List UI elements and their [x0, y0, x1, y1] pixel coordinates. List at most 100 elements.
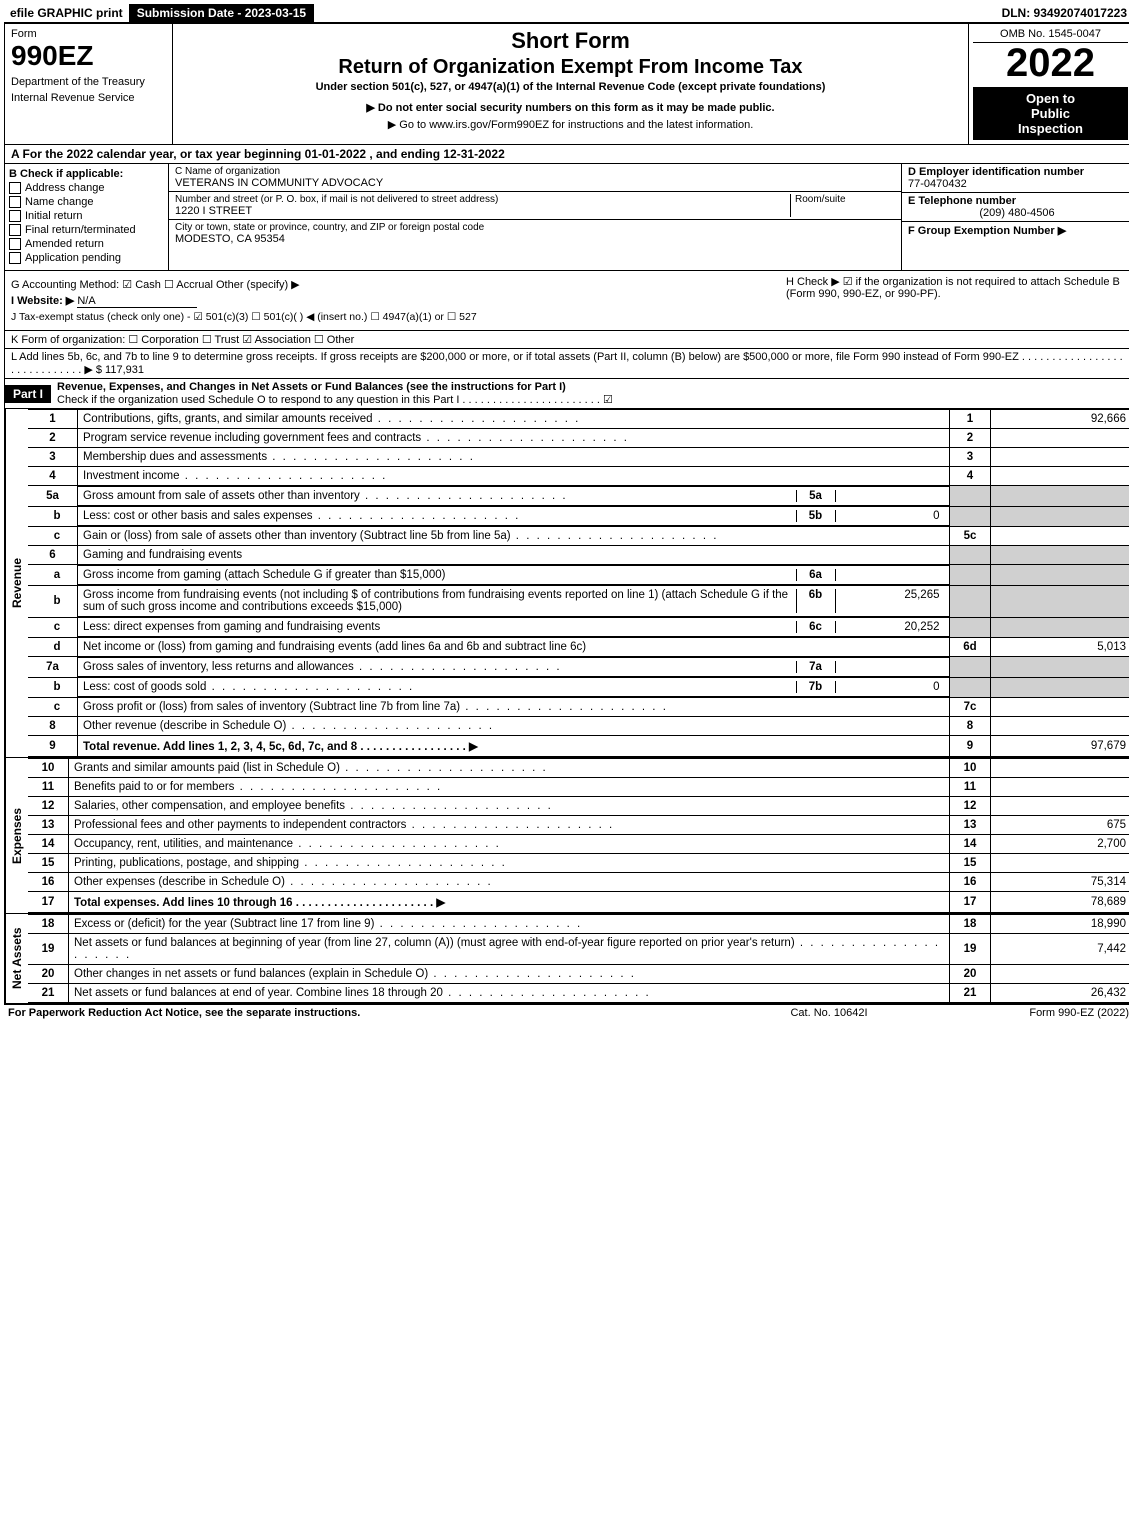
table-row: 20Other changes in net assets or fund ba… — [28, 965, 1129, 984]
info-row: B Check if applicable: Address change Na… — [4, 164, 1129, 271]
table-row: cGain or (loss) from sale of assets othe… — [28, 527, 1129, 546]
line-h: H Check ▶ ☑ if the organization is not r… — [776, 275, 1126, 326]
table-row: 11Benefits paid to or for members11 — [28, 778, 1129, 797]
line-i-label: I Website: ▶ — [11, 295, 74, 307]
netassets-table: 18Excess or (deficit) for the year (Subt… — [28, 914, 1129, 1003]
header-right: OMB No. 1545-0047 2022 Open to Public In… — [968, 24, 1129, 144]
chk-label: Address change — [25, 182, 105, 194]
line-k: K Form of organization: ☐ Corporation ☐ … — [4, 331, 1129, 349]
street-value: 1220 I STREET — [175, 205, 790, 217]
expenses-section: Expenses 10Grants and similar amounts pa… — [4, 758, 1129, 914]
table-row: cGross profit or (loss) from sales of in… — [28, 698, 1129, 717]
checkbox-address[interactable] — [9, 182, 21, 194]
dept-label: Department of the Treasury — [11, 76, 166, 88]
footer-left: For Paperwork Reduction Act Notice, see … — [8, 1007, 729, 1019]
phone-value: (209) 480-4506 — [908, 207, 1126, 219]
submission-date-button[interactable]: Submission Date - 2023-03-15 — [129, 4, 316, 22]
line-j: J Tax-exempt status (check only one) - ☑… — [11, 311, 776, 323]
chk-label: Application pending — [25, 252, 121, 264]
table-row: 15Printing, publications, postage, and s… — [28, 854, 1129, 873]
table-row: 10Grants and similar amounts paid (list … — [28, 759, 1129, 778]
table-row: cLess: direct expenses from gaming and f… — [28, 617, 1129, 638]
table-row: 4Investment income4 — [28, 467, 1129, 486]
inspection-box: Open to Public Inspection — [973, 87, 1128, 140]
line-l: L Add lines 5b, 6c, and 7b to line 9 to … — [4, 349, 1129, 379]
table-row: 21Net assets or fund balances at end of … — [28, 984, 1129, 1003]
website-value: N/A — [77, 295, 197, 308]
part1-header-row: Part I Revenue, Expenses, and Changes in… — [4, 379, 1129, 409]
city-value: MODESTO, CA 95354 — [175, 233, 895, 245]
expenses-vlabel: Expenses — [5, 758, 28, 913]
ein-label: D Employer identification number — [908, 166, 1126, 178]
part1-title: Revenue, Expenses, and Changes in Net As… — [57, 381, 566, 393]
checkbox-initial[interactable] — [9, 210, 21, 222]
table-row: 5aGross amount from sale of assets other… — [28, 486, 1129, 507]
table-row: 8Other revenue (describe in Schedule O)8 — [28, 717, 1129, 736]
table-row: 17Total expenses. Add lines 10 through 1… — [28, 892, 1129, 913]
table-row: 2Program service revenue including gover… — [28, 429, 1129, 448]
header-center: Short Form Return of Organization Exempt… — [173, 24, 968, 144]
goto-link[interactable]: ▶ Go to www.irs.gov/Form990EZ for instru… — [179, 118, 962, 131]
group-label: F Group Exemption Number ▶ — [908, 224, 1126, 237]
table-row: 16Other expenses (describe in Schedule O… — [28, 873, 1129, 892]
table-row: 13Professional fees and other payments t… — [28, 816, 1129, 835]
part1-label: Part I — [5, 385, 51, 403]
header-left: Form 990EZ Department of the Treasury In… — [5, 24, 173, 144]
main-title: Return of Organization Exempt From Incom… — [179, 56, 962, 79]
revenue-vlabel: Revenue — [5, 409, 28, 757]
checkbox-final[interactable] — [9, 224, 21, 236]
box-b: B Check if applicable: Address change Na… — [5, 164, 169, 270]
checkbox-amended[interactable] — [9, 238, 21, 250]
table-row: bGross income from fundraising events (n… — [28, 585, 1129, 617]
inspect-line2: Public — [975, 106, 1126, 121]
page-footer: For Paperwork Reduction Act Notice, see … — [4, 1004, 1129, 1021]
mid-section: G Accounting Method: ☑ Cash ☐ Accrual Ot… — [4, 271, 1129, 331]
table-row: 12Salaries, other compensation, and empl… — [28, 797, 1129, 816]
phone-label: E Telephone number — [908, 195, 1126, 207]
box-c: C Name of organization VETERANS IN COMMU… — [169, 164, 901, 270]
table-row: aGross income from gaming (attach Schedu… — [28, 565, 1129, 586]
table-row: dNet income or (loss) from gaming and fu… — [28, 638, 1129, 657]
line-g: G Accounting Method: ☑ Cash ☐ Accrual Ot… — [11, 278, 776, 291]
table-row: 3Membership dues and assessments3 — [28, 448, 1129, 467]
name-label: C Name of organization — [175, 166, 895, 177]
footer-right: Form 990-EZ (2022) — [929, 1007, 1129, 1019]
org-name: VETERANS IN COMMUNITY ADVOCACY — [175, 177, 895, 189]
form-word: Form — [11, 28, 166, 40]
revenue-table: 1Contributions, gifts, grants, and simil… — [28, 409, 1129, 757]
chk-label: Initial return — [25, 210, 82, 222]
efile-label: efile GRAPHIC print — [4, 4, 129, 22]
revenue-section: Revenue 1Contributions, gifts, grants, a… — [4, 409, 1129, 758]
tax-year: 2022 — [973, 43, 1128, 83]
table-row: 1Contributions, gifts, grants, and simil… — [28, 410, 1129, 429]
short-form-title: Short Form — [179, 28, 962, 54]
table-row: 14Occupancy, rent, utilities, and mainte… — [28, 835, 1129, 854]
box-b-title: B Check if applicable: — [9, 168, 164, 180]
table-row: 18Excess or (deficit) for the year (Subt… — [28, 915, 1129, 934]
table-row: 9Total revenue. Add lines 1, 2, 3, 4, 5c… — [28, 736, 1129, 757]
table-row: 7aGross sales of inventory, less returns… — [28, 657, 1129, 678]
chk-label: Name change — [25, 196, 94, 208]
expenses-table: 10Grants and similar amounts paid (list … — [28, 758, 1129, 913]
dln-label: DLN: 93492074017223 — [996, 4, 1129, 22]
netassets-section: Net Assets 18Excess or (deficit) for the… — [4, 914, 1129, 1004]
form-number: 990EZ — [11, 40, 166, 72]
top-bar: efile GRAPHIC print Submission Date - 20… — [4, 4, 1129, 24]
form-header: Form 990EZ Department of the Treasury In… — [4, 24, 1129, 145]
table-row: 6Gaming and fundraising events — [28, 546, 1129, 565]
ssn-notice: ▶ Do not enter social security numbers o… — [179, 101, 962, 114]
part1-subtitle: Check if the organization used Schedule … — [57, 394, 613, 406]
section-a: A For the 2022 calendar year, or tax yea… — [4, 145, 1129, 164]
inspect-line3: Inspection — [975, 121, 1126, 136]
chk-label: Final return/terminated — [25, 224, 136, 236]
ein-value: 77-0470432 — [908, 178, 1126, 190]
footer-mid: Cat. No. 10642I — [729, 1007, 929, 1019]
checkbox-name[interactable] — [9, 196, 21, 208]
box-d: D Employer identification number 77-0470… — [901, 164, 1129, 270]
checkbox-pending[interactable] — [9, 252, 21, 264]
irs-label: Internal Revenue Service — [11, 92, 166, 104]
table-row: bLess: cost of goods sold7b0 — [28, 677, 1129, 698]
room-label: Room/suite — [795, 194, 895, 205]
netassets-vlabel: Net Assets — [5, 914, 28, 1003]
street-label: Number and street (or P. O. box, if mail… — [175, 194, 790, 205]
